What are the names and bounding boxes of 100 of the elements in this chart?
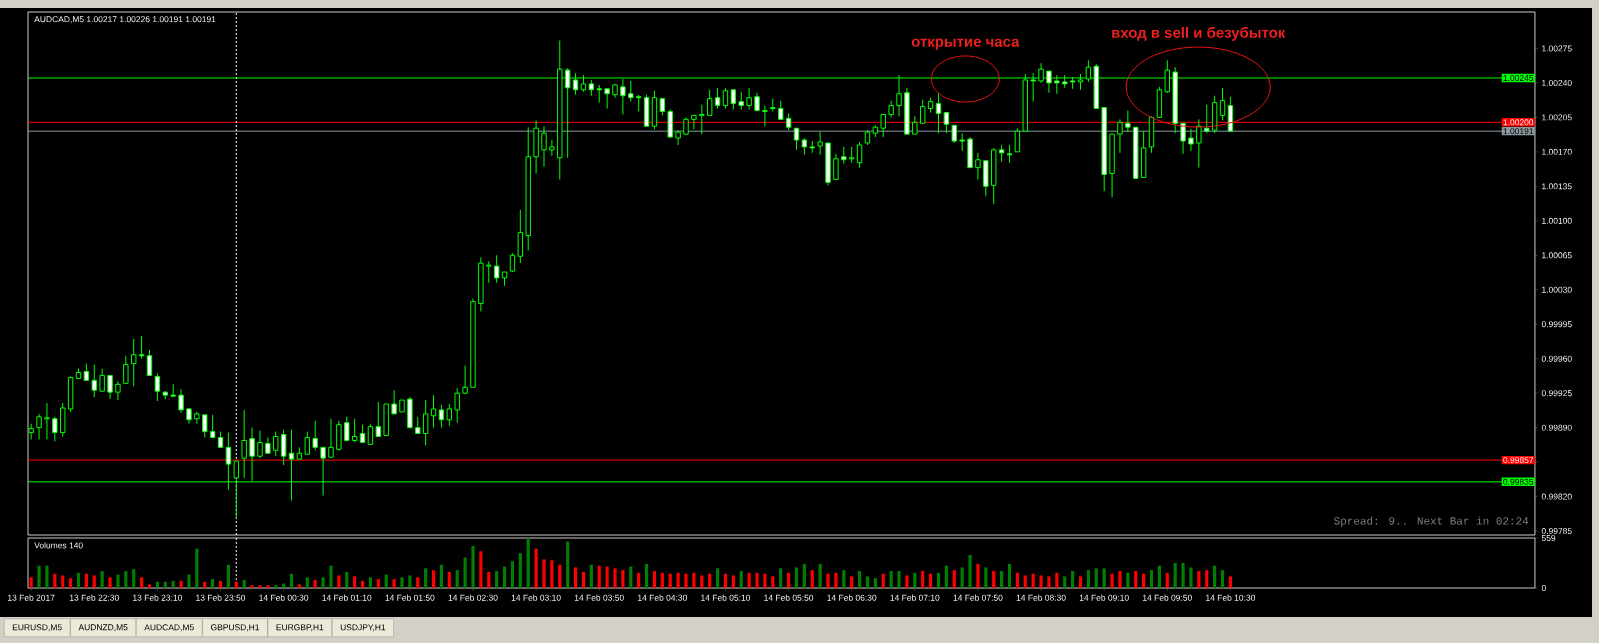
bar [297, 584, 301, 588]
bar [266, 585, 270, 588]
bar [84, 573, 88, 588]
bar [581, 571, 586, 588]
bar [763, 573, 767, 588]
text: USDJPY,H1 [340, 624, 386, 632]
bar [1165, 572, 1169, 588]
text: AUDCAD,M5 [144, 624, 194, 632]
candlestick [446, 403, 453, 427]
candlestick [391, 389, 397, 415]
bar [471, 545, 475, 588]
text: EURGBP,H1 [276, 624, 324, 632]
ref-line-label: 0.99835 [1503, 478, 1534, 485]
bar [629, 566, 633, 588]
bar [755, 572, 759, 588]
bar [771, 576, 775, 588]
bar [218, 580, 223, 588]
bar [179, 580, 183, 588]
bar [992, 571, 996, 588]
bar [313, 579, 317, 588]
bar [376, 579, 380, 588]
candlestick [1180, 122, 1186, 155]
bar [984, 567, 988, 588]
candlestick [1014, 127, 1021, 153]
bar [897, 571, 901, 588]
bar [960, 567, 964, 588]
bar [1157, 565, 1161, 588]
bar [187, 574, 191, 588]
candlestick [975, 152, 981, 180]
y-tick-label: 1.00065 [1542, 252, 1572, 259]
candlestick [943, 111, 950, 134]
x-tick-label: 14 Feb 09:10 [1079, 594, 1129, 601]
bar [258, 585, 262, 588]
ref-line-label: 1.00191 [1503, 128, 1534, 135]
y-tick-label: 0.99890 [1541, 424, 1572, 431]
bar [147, 584, 152, 588]
bar [684, 573, 688, 588]
text: GBPUSD,H1 [210, 624, 260, 632]
bar [171, 580, 175, 588]
candlestick [493, 254, 500, 284]
bar [952, 570, 956, 588]
bar [810, 570, 814, 588]
bar [644, 563, 649, 588]
bar [826, 573, 830, 588]
bar [558, 564, 562, 588]
bar [715, 568, 720, 588]
bar [676, 572, 680, 588]
bar [779, 568, 783, 588]
candlestick [202, 414, 208, 438]
text: EURUSD,M5 [12, 624, 62, 632]
x-tick-label: 13 Feb 2017 [8, 594, 55, 601]
candlestick [1188, 128, 1194, 152]
bar [29, 577, 33, 588]
bar [203, 581, 207, 588]
bar [865, 576, 870, 588]
y-tick-label: 1.00030 [1542, 286, 1572, 293]
bar [53, 573, 57, 588]
ref-line-label: 0.99857 [1503, 457, 1534, 464]
candlestick [115, 380, 121, 401]
x-tick-label: 13 Feb 23:10 [133, 594, 182, 601]
bar [1126, 572, 1130, 588]
candlestick [706, 89, 713, 116]
candlestick [1204, 104, 1210, 134]
candlestick [367, 423, 374, 445]
bar [1015, 572, 1019, 588]
bar [1078, 576, 1083, 588]
y-tick-label: 1.00205 [1542, 114, 1572, 121]
candlestick [422, 399, 429, 446]
bar [510, 561, 515, 588]
candlestick [462, 365, 468, 395]
annotation: открытие часа [911, 38, 1020, 50]
candlestick [1125, 109, 1131, 133]
bar [1055, 572, 1059, 588]
candlestick [91, 364, 97, 398]
candlestick [123, 355, 129, 384]
bar [408, 575, 412, 588]
candlestick [777, 100, 784, 120]
candlestick [1219, 87, 1226, 121]
bar [124, 571, 128, 588]
candlestick [107, 374, 113, 400]
candlestick [351, 418, 358, 443]
bar [668, 573, 672, 588]
bar [1110, 573, 1114, 588]
bar [424, 568, 428, 588]
candlestick [178, 388, 184, 414]
bar [518, 553, 522, 588]
bar [889, 571, 893, 588]
bar [573, 567, 578, 588]
bar [1228, 576, 1232, 588]
bar [944, 565, 948, 588]
bar [708, 573, 712, 588]
bar [747, 572, 751, 588]
candlestick [273, 431, 279, 457]
candlestick [628, 80, 634, 103]
candlestick [154, 372, 161, 402]
candlestick [328, 418, 334, 458]
y-tick-label: 1.00240 [1542, 79, 1572, 86]
bar [1205, 570, 1209, 588]
bar [1213, 565, 1217, 588]
bar [1173, 562, 1177, 588]
